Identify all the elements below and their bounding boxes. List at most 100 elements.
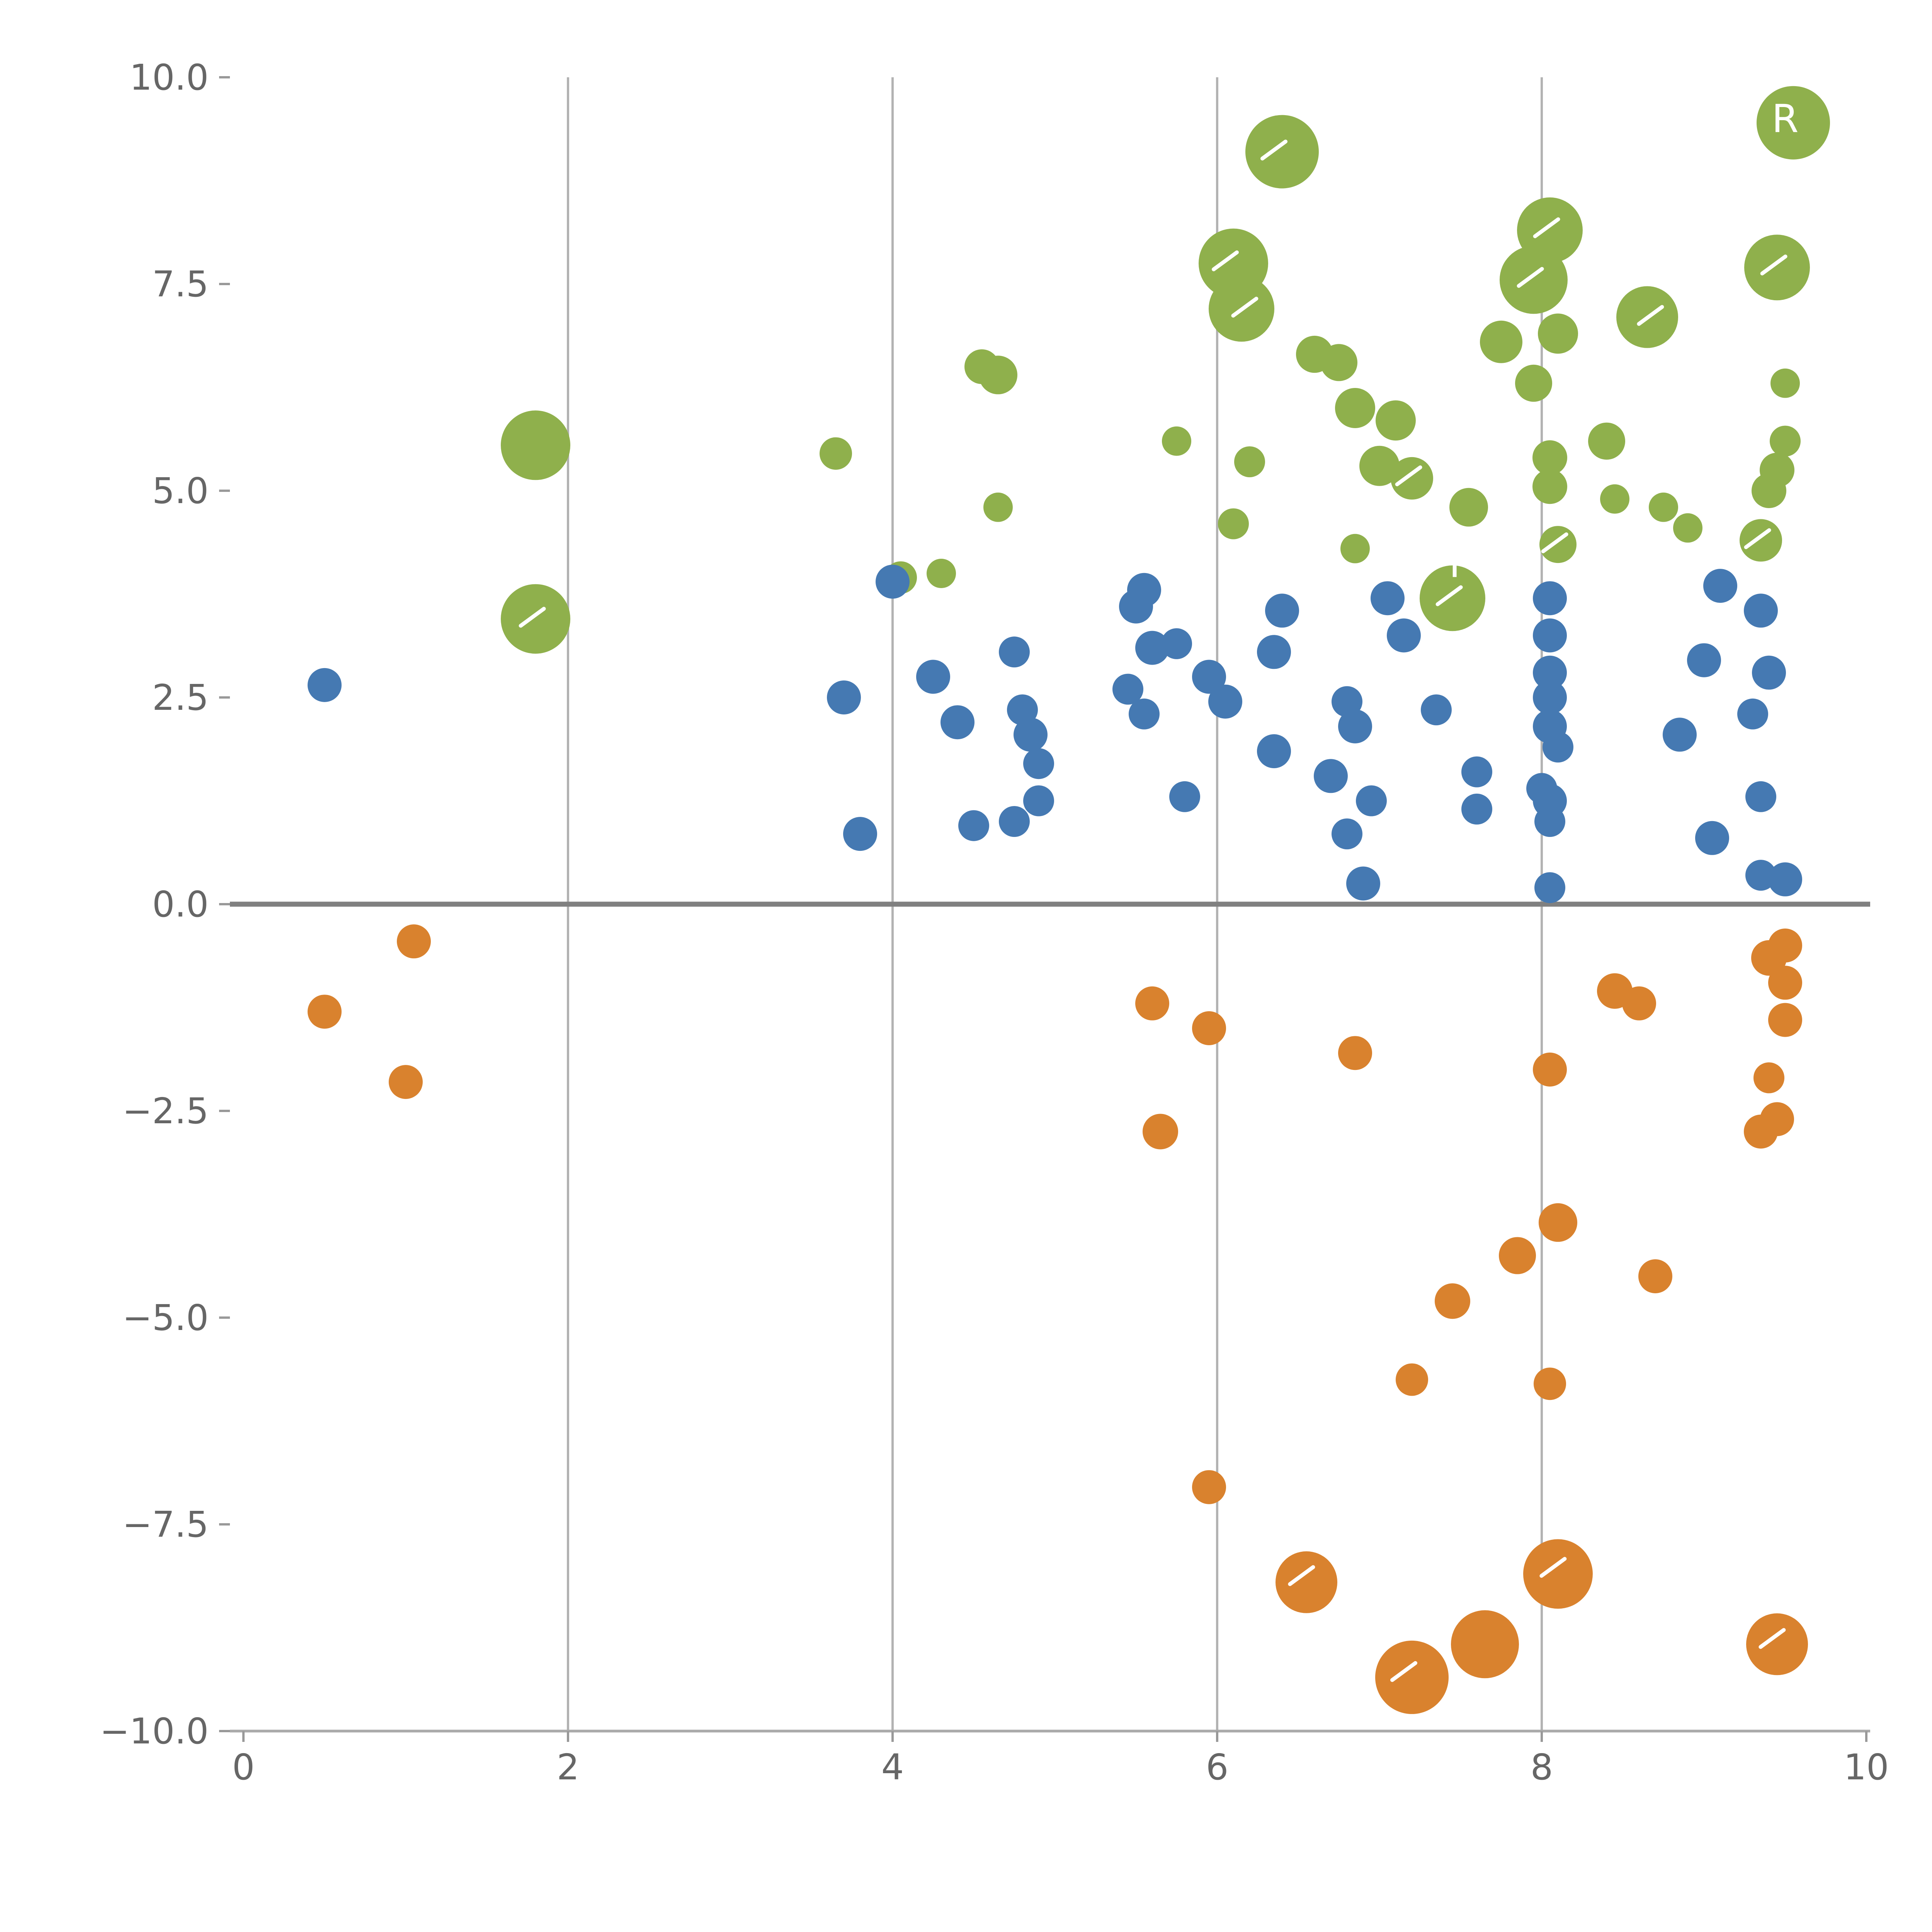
data-point bbox=[1744, 1114, 1778, 1149]
data-point bbox=[1752, 473, 1786, 508]
data-point bbox=[1451, 1610, 1519, 1679]
data-point bbox=[1449, 488, 1488, 527]
data-point bbox=[1023, 785, 1054, 816]
data-point bbox=[1515, 364, 1552, 402]
data-point bbox=[1169, 781, 1200, 812]
x-axis-tick-label: 4 bbox=[881, 1747, 904, 1788]
data-point bbox=[1332, 818, 1362, 850]
x-axis-tick-label: 0 bbox=[232, 1747, 255, 1788]
data-point bbox=[1461, 793, 1492, 825]
data-point bbox=[1435, 1283, 1470, 1319]
data-point bbox=[983, 492, 1013, 522]
x-axis-tick-label: 8 bbox=[1531, 1747, 1553, 1788]
data-point bbox=[1523, 1539, 1593, 1609]
data-point bbox=[820, 437, 852, 470]
data-point bbox=[1338, 1036, 1372, 1070]
data-point bbox=[1420, 565, 1485, 631]
data-point bbox=[876, 565, 910, 599]
series-blue bbox=[308, 565, 1802, 903]
data-point bbox=[1119, 589, 1153, 624]
data-point bbox=[1533, 618, 1567, 653]
data-point bbox=[1500, 246, 1568, 314]
data-point bbox=[1335, 388, 1375, 428]
data-point bbox=[958, 810, 989, 841]
data-point bbox=[1320, 344, 1357, 381]
bubble-mark bbox=[1212, 250, 1239, 272]
data-point bbox=[1539, 526, 1577, 563]
y-axis-tick-label: 2.5 bbox=[152, 677, 209, 718]
data-point bbox=[1332, 686, 1362, 717]
data-point bbox=[1588, 422, 1625, 460]
data-point bbox=[1757, 86, 1830, 160]
bubble-mark bbox=[1637, 305, 1664, 326]
data-point bbox=[1703, 569, 1737, 603]
x-axis-tick-label: 2 bbox=[557, 1747, 580, 1788]
data-point bbox=[1135, 631, 1169, 665]
data-point bbox=[1387, 618, 1421, 653]
data-point bbox=[1745, 781, 1776, 812]
series-orange bbox=[308, 924, 1808, 1714]
data-point bbox=[1753, 1062, 1784, 1094]
data-point bbox=[1371, 581, 1405, 616]
bubble-mark bbox=[1390, 1661, 1417, 1682]
bubble-mark bbox=[1231, 296, 1259, 318]
data-point bbox=[1396, 1363, 1428, 1396]
y-axis-tick-label: 5.0 bbox=[152, 470, 209, 512]
x-axis-tick-label: 10 bbox=[1844, 1747, 1889, 1788]
data-point bbox=[1663, 718, 1697, 752]
data-point bbox=[1218, 508, 1249, 539]
data-point bbox=[1391, 457, 1433, 500]
data-point bbox=[1770, 368, 1800, 398]
y-axis-tick-label: 7.5 bbox=[152, 264, 209, 305]
data-point bbox=[1276, 1551, 1337, 1613]
data-point bbox=[1600, 484, 1629, 514]
data-point bbox=[1340, 534, 1370, 563]
y-axis-tick-label: −10.0 bbox=[100, 1711, 209, 1752]
y-axis-tick-label: −5.0 bbox=[122, 1297, 209, 1338]
data-point bbox=[1421, 694, 1452, 726]
bubble-label: P bbox=[1449, 541, 1472, 586]
data-point bbox=[1768, 862, 1802, 896]
y-axis-tick-label: 0.0 bbox=[152, 884, 209, 925]
data-point bbox=[1695, 821, 1729, 855]
data-point bbox=[927, 559, 956, 588]
data-point bbox=[1532, 469, 1567, 504]
data-point bbox=[1638, 1259, 1672, 1293]
data-point bbox=[1356, 785, 1387, 816]
data-point bbox=[1744, 594, 1778, 628]
bubble-mark bbox=[1395, 465, 1422, 486]
data-point bbox=[1314, 759, 1348, 793]
data-point bbox=[1112, 673, 1143, 705]
data-point bbox=[1480, 320, 1522, 363]
data-point bbox=[827, 680, 861, 714]
data-point bbox=[1737, 698, 1768, 730]
bubble-label: R bbox=[1772, 96, 1798, 141]
data-point bbox=[1534, 872, 1565, 903]
bubble-mark bbox=[1541, 532, 1568, 553]
data-point bbox=[1534, 806, 1565, 837]
data-point bbox=[1770, 425, 1801, 457]
data-point bbox=[1257, 635, 1291, 669]
data-point bbox=[1543, 731, 1573, 763]
data-point bbox=[1533, 680, 1567, 714]
bubble-mark bbox=[1533, 217, 1560, 238]
data-point bbox=[1162, 426, 1191, 456]
data-point bbox=[1533, 581, 1567, 616]
y-axis-tick-label: −7.5 bbox=[122, 1504, 209, 1545]
data-point bbox=[1376, 400, 1416, 441]
data-point bbox=[1245, 115, 1319, 189]
bubble-mark bbox=[519, 607, 546, 628]
data-point bbox=[1161, 628, 1192, 659]
data-point bbox=[843, 817, 877, 851]
data-point bbox=[1014, 718, 1048, 752]
bubble-mark bbox=[1260, 139, 1287, 161]
data-point bbox=[1768, 1003, 1802, 1037]
data-point bbox=[1346, 866, 1380, 901]
data-point bbox=[389, 1065, 423, 1099]
data-point bbox=[1768, 966, 1802, 1000]
y-axis-tick-label: 10.0 bbox=[129, 57, 209, 98]
data-point bbox=[1208, 684, 1242, 719]
data-point bbox=[1740, 519, 1782, 562]
